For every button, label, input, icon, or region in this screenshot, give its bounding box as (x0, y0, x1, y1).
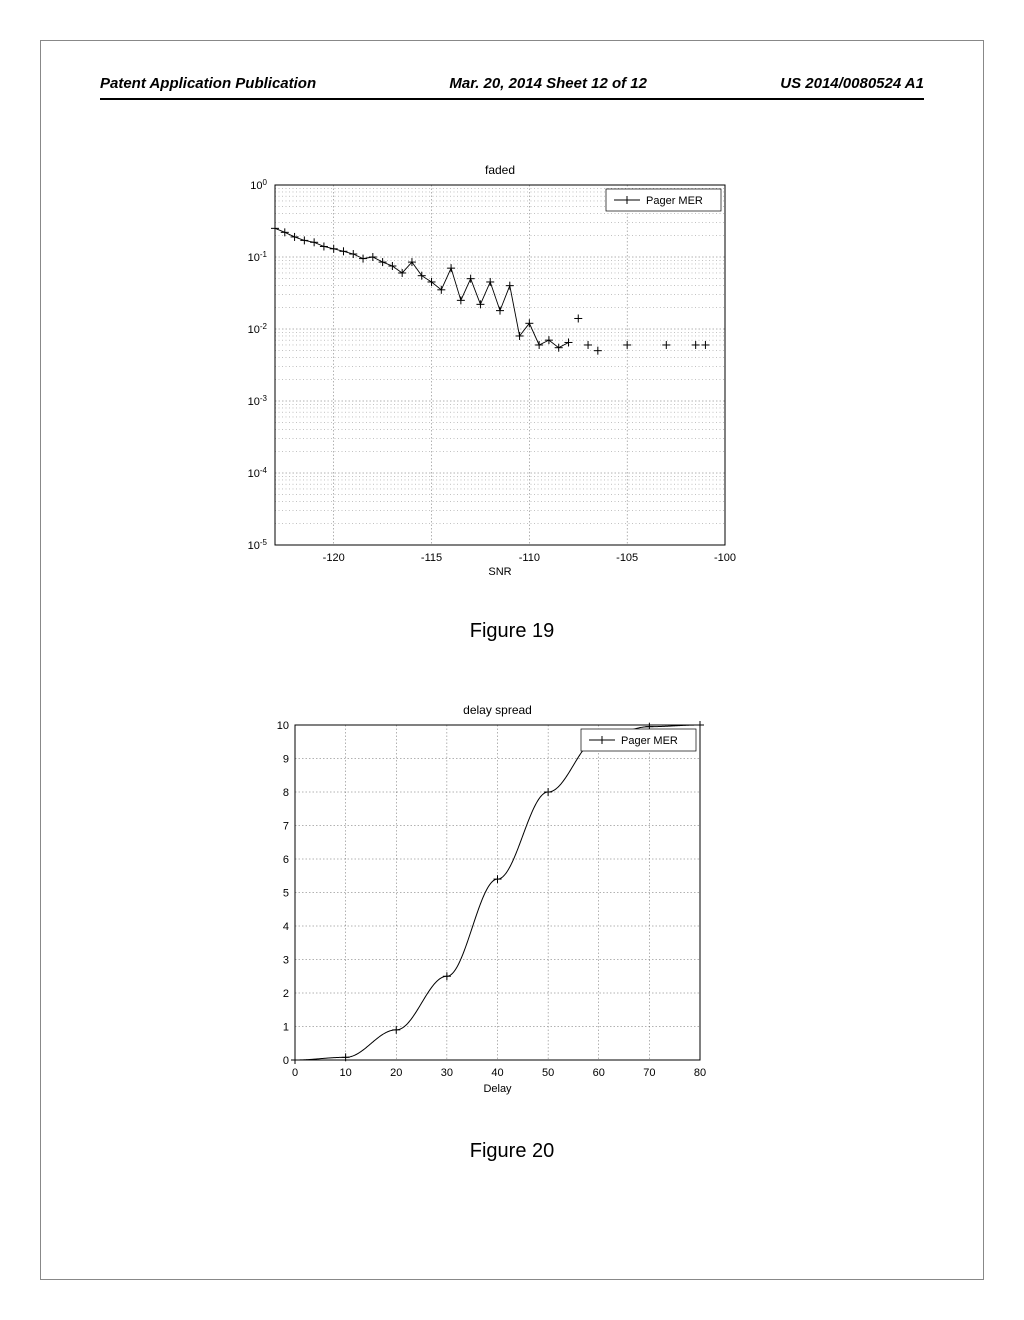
svg-text:30: 30 (441, 1067, 453, 1079)
figure-19-chart: 10-510-410-310-210-1100-120-115-110-105-… (220, 160, 740, 580)
svg-text:9: 9 (283, 754, 289, 766)
figure-20-label: Figure 20 (0, 1140, 1024, 1163)
svg-text:8: 8 (283, 787, 289, 799)
svg-text:-100: -100 (714, 552, 736, 564)
svg-text:Delay: Delay (483, 1083, 512, 1095)
svg-text:0: 0 (283, 1055, 289, 1067)
svg-text:SNR: SNR (488, 566, 511, 578)
svg-text:-105: -105 (616, 552, 638, 564)
svg-text:delay spread: delay spread (463, 703, 532, 717)
svg-text:0: 0 (292, 1067, 298, 1079)
header-center: Mar. 20, 2014 Sheet 12 of 12 (449, 75, 647, 92)
svg-text:Pager MER: Pager MER (646, 195, 703, 207)
svg-text:60: 60 (593, 1067, 605, 1079)
svg-text:Pager MER: Pager MER (621, 735, 678, 747)
figure-19-label: Figure 19 (0, 620, 1024, 643)
header-right: US 2014/0080524 A1 (780, 75, 924, 92)
svg-text:20: 20 (390, 1067, 402, 1079)
svg-text:10: 10 (277, 720, 289, 732)
svg-text:7: 7 (283, 821, 289, 833)
svg-text:1: 1 (283, 1022, 289, 1034)
figure-20-chart: 0 1 2 3 4 5 6 7 8 9 10 0 10 20 30 40 50 60 70 80 delay sprea… (255, 700, 715, 1100)
svg-text:-120: -120 (323, 552, 345, 564)
svg-text:-110: -110 (519, 552, 540, 564)
header-left: Patent Application Publication (100, 75, 316, 92)
svg-text:80: 80 (694, 1067, 706, 1079)
svg-text:40: 40 (491, 1067, 503, 1079)
page-header: Patent Application Publication Mar. 20, … (100, 75, 924, 100)
svg-text:10: 10 (340, 1067, 352, 1079)
svg-text:6: 6 (283, 854, 289, 866)
svg-text:3: 3 (283, 955, 289, 967)
svg-text:4: 4 (283, 921, 289, 933)
svg-text:50: 50 (542, 1067, 554, 1079)
svg-text:2: 2 (283, 988, 289, 1000)
svg-text:-115: -115 (421, 552, 442, 564)
svg-text:5: 5 (283, 888, 289, 900)
svg-text:70: 70 (643, 1067, 655, 1079)
svg-text:faded: faded (485, 163, 515, 177)
